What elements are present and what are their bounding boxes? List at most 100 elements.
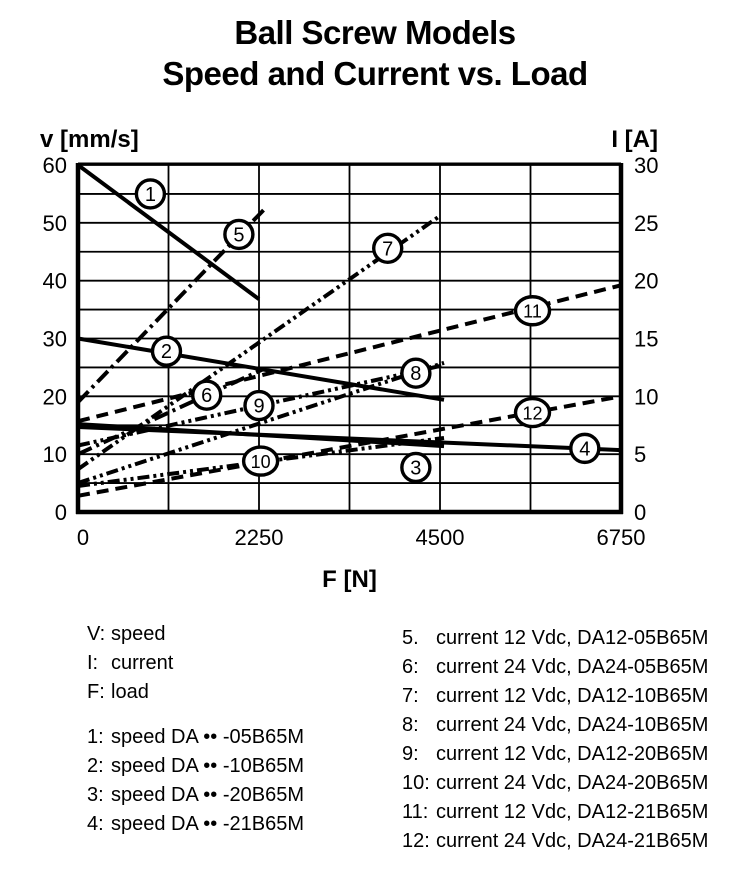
left-axis-tick-label: 10: [43, 442, 67, 467]
series-marker-number-5: 5: [233, 224, 244, 246]
series-marker-circle-12: [513, 396, 552, 429]
legend-speed-items: 1: speed DA •• -05B65M 2: speed DA •• -10B6…: [87, 723, 304, 839]
left-axis-tick-label: 20: [43, 384, 67, 409]
series-marker-circle-2: [150, 335, 183, 367]
legend-item-number: 10:: [402, 772, 430, 794]
legend-row: 5. current 12 Vdc, DA12-05B65M: [402, 624, 708, 653]
legend-item-number: 3:: [87, 784, 104, 806]
series-marker-circle-7: [372, 232, 404, 264]
legend-row: I: current: [87, 649, 173, 678]
series-marker-number-7: 7: [382, 238, 393, 260]
series-marker-number-3: 3: [410, 457, 421, 479]
series-marker-number-10: 10: [251, 452, 271, 472]
legend-item-number: I:: [87, 652, 99, 674]
chart-title-line1: Ball Screw Models: [234, 14, 516, 51]
right-axis-tick-label: 30: [634, 153, 658, 178]
legend-item-text: load: [111, 681, 149, 703]
legend-item-text: speed DA •• -05B65M: [111, 726, 304, 748]
legend-item-text: current 12 Vdc, DA12-10B65M: [436, 685, 709, 707]
x-axis-tick-label: 6750: [597, 525, 646, 550]
legend-item-text: current 12 Vdc, DA12-21B65M: [436, 801, 709, 823]
legend-current-items: 5. current 12 Vdc, DA12-05B65M 6: current 2…: [402, 624, 708, 856]
series-marker-circle-1: [134, 178, 167, 210]
right-axis-tick-label: 25: [634, 211, 658, 236]
series-marker-circle-4: [569, 432, 601, 465]
right-axis-tick-label: 0: [634, 500, 646, 525]
series-marker-number-11: 11: [523, 302, 542, 322]
legend-row: 8: current 24 Vdc, DA24-10B65M: [402, 711, 708, 740]
left-axis-tick-label: 30: [43, 327, 67, 352]
right-axis-tick-label: 15: [634, 327, 658, 352]
series-marker-number-8: 8: [410, 363, 421, 385]
series-marker-circle-11: [513, 295, 552, 327]
legend-item-number: 12:: [402, 830, 430, 852]
legend-row: 7: current 12 Vdc, DA12-10B65M: [402, 682, 708, 711]
series-marker-circle-6: [191, 379, 223, 411]
series-marker-circle-5: [223, 218, 255, 251]
legend-row: 6: current 24 Vdc, DA24-05B65M: [402, 653, 708, 682]
legend-row: 9: current 12 Vdc, DA12-20B65M: [402, 740, 708, 769]
chart-title-line2: Speed and Current vs. Load: [162, 55, 588, 92]
series-line-1: [76, 163, 261, 301]
legend-definitions: V: speed I: current F: load: [87, 620, 173, 707]
x-axis-tick-label: 0: [77, 525, 89, 550]
series-marker-circle-8: [400, 357, 432, 389]
x-axis-tick-label: 4500: [416, 525, 465, 550]
legend-row: 1: speed DA •• -05B65M: [87, 723, 304, 752]
series-marker-number-12: 12: [522, 404, 542, 424]
legend-item-text: current 24 Vdc, DA24-20B65M: [436, 772, 709, 794]
legend-item-text: current 24 Vdc, DA24-21B65M: [436, 830, 709, 852]
legend-item-text: current 12 Vdc, DA12-05B65M: [436, 627, 709, 649]
legend-item-number: 6:: [402, 656, 419, 678]
legend-item-text: speed: [111, 623, 166, 645]
legend-item-number: 4:: [87, 813, 104, 835]
legend-row: V: speed: [87, 620, 173, 649]
legend-row: F: load: [87, 678, 173, 707]
legend-item-number: 2:: [87, 755, 104, 777]
series-marker-number-6: 6: [201, 385, 212, 407]
legend-row: 10: current 24 Vdc, DA24-20B65M: [402, 769, 708, 798]
x-axis-tick-label: 2250: [235, 525, 284, 550]
series-line-4: [77, 424, 622, 453]
series-marker-circle-10: [241, 445, 280, 477]
legend-item-text: speed DA •• -20B65M: [111, 784, 304, 806]
legend-item-text: current 24 Vdc, DA24-05B65M: [436, 656, 709, 678]
series-marker-circle-3: [400, 451, 432, 484]
legend-item-number: 9:: [402, 743, 419, 765]
legend-item-text: current 24 Vdc, DA24-10B65M: [436, 714, 709, 736]
left-y-axis-label: v [mm/s]: [40, 126, 139, 153]
legend-item-number: 11:: [402, 801, 429, 823]
right-axis-tick-label: 20: [634, 269, 658, 294]
left-axis-tick-label: 60: [43, 153, 67, 178]
series-marker-circle-9: [243, 389, 275, 422]
series-line-8: [77, 360, 445, 485]
legend-item-number: 1:: [87, 726, 104, 748]
x-axis-label: F [N]: [322, 566, 377, 593]
legend-item-text: speed DA •• -10B65M: [111, 755, 304, 777]
legend-row: 11: current 12 Vdc, DA12-21B65M: [402, 798, 708, 827]
series-marker-number-1: 1: [145, 184, 156, 206]
legend-item-text: current: [111, 652, 174, 674]
legend-item-text: speed DA •• -21B65M: [111, 813, 304, 835]
legend-item-number: V:: [87, 623, 106, 645]
left-axis-tick-label: 40: [43, 269, 67, 294]
legend-row: 12: current 24 Vdc, DA24-21B65M: [402, 827, 708, 856]
right-axis-tick-label: 5: [634, 442, 646, 467]
legend-item-text: current 12 Vdc, DA12-20B65M: [436, 743, 709, 765]
legend-item-number: 5.: [402, 627, 419, 649]
series-line-5: [76, 207, 267, 404]
left-axis-tick-label: 50: [43, 211, 67, 236]
legend-row: 4: speed DA •• -21B65M: [87, 810, 304, 839]
series-marker-number-9: 9: [253, 396, 264, 418]
legend-item-number: 7:: [402, 685, 419, 707]
right-y-axis-label: I [A]: [611, 126, 658, 153]
legend-row: 2: speed DA •• -10B65M: [87, 752, 304, 781]
legend-row: 3: speed DA •• -20B65M: [87, 781, 304, 810]
right-axis-tick-label: 10: [634, 384, 658, 409]
left-axis-tick-label: 0: [55, 500, 67, 525]
series-marker-number-4: 4: [579, 438, 590, 460]
series-marker-number-2: 2: [161, 341, 172, 363]
legend-item-number: 8:: [402, 714, 419, 736]
legend-item-number: F:: [87, 681, 105, 703]
